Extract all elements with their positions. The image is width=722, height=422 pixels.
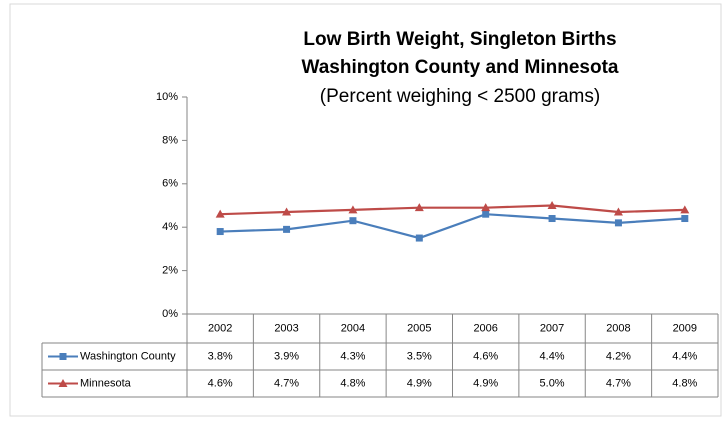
chart-title: Low Birth Weight, Singleton Births xyxy=(303,29,616,50)
x-tick-label: 2002 xyxy=(208,322,232,334)
marker xyxy=(680,205,690,214)
marker xyxy=(283,225,291,233)
series-line xyxy=(220,204,685,216)
chart-frame xyxy=(9,3,722,417)
marker xyxy=(59,353,67,360)
y-tick-label: 10% xyxy=(156,91,178,103)
marker xyxy=(216,228,224,236)
legend-label: Washington County xyxy=(80,350,176,362)
value-label: 4.9% xyxy=(473,377,498,389)
marker xyxy=(681,215,689,223)
marker xyxy=(348,205,358,214)
y-tick-label: 8% xyxy=(162,134,178,146)
value-label: 4.4% xyxy=(672,350,697,362)
x-tick-label: 2004 xyxy=(341,322,365,334)
marker xyxy=(482,210,490,218)
x-tick-label: 2009 xyxy=(673,322,697,334)
value-label: 4.8% xyxy=(672,377,697,389)
value-label: 3.8% xyxy=(208,350,233,362)
value-label: 4.7% xyxy=(274,377,299,389)
value-label: 3.5% xyxy=(407,350,432,362)
value-label: 4.6% xyxy=(208,377,233,389)
x-tick-label: 2006 xyxy=(473,322,497,334)
marker xyxy=(414,203,424,212)
value-label: 5.0% xyxy=(540,377,565,389)
x-tick-label: 2007 xyxy=(540,322,564,334)
marker xyxy=(415,234,423,242)
marker xyxy=(547,201,557,209)
legend-label: Minnesota xyxy=(80,377,132,389)
chart-subtitle: Washington County and Minnesota xyxy=(302,57,619,78)
value-label: 4.4% xyxy=(540,350,565,362)
marker xyxy=(58,379,68,387)
value-label: 4.6% xyxy=(473,350,498,362)
y-tick-label: 6% xyxy=(162,178,178,190)
y-tick-label: 0% xyxy=(162,308,178,320)
value-label: 3.9% xyxy=(274,350,299,362)
marker xyxy=(613,207,623,216)
x-tick-label: 2003 xyxy=(274,322,298,334)
value-label: 4.8% xyxy=(340,377,365,389)
marker xyxy=(282,207,292,216)
chart-note: (Percent weighing < 2500 grams) xyxy=(320,86,600,107)
marker xyxy=(548,215,556,223)
marker xyxy=(481,203,491,212)
value-label: 4.3% xyxy=(340,350,365,362)
y-tick-label: 4% xyxy=(162,221,178,233)
series-line xyxy=(220,213,685,240)
marker xyxy=(215,209,225,218)
marker xyxy=(349,217,357,225)
x-tick-label: 2008 xyxy=(606,322,630,334)
value-label: 4.9% xyxy=(407,377,432,389)
y-tick-label: 2% xyxy=(162,265,178,277)
value-label: 4.7% xyxy=(606,377,631,389)
marker xyxy=(614,219,622,227)
value-label: 4.2% xyxy=(606,350,631,362)
x-tick-label: 2005 xyxy=(407,322,431,334)
